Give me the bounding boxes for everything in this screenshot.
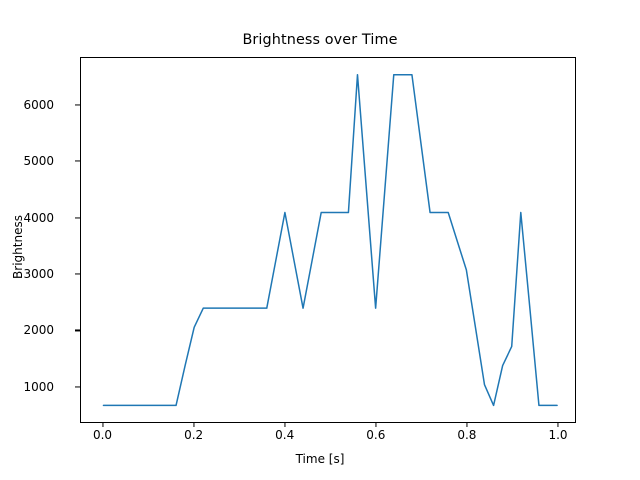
- y-tick-mark: [75, 160, 80, 162]
- chart-title: Brightness over Time: [242, 32, 398, 48]
- x-tick-label: 0.2: [184, 428, 204, 442]
- plot-area: [80, 57, 576, 423]
- y-tick-label: 6000: [23, 97, 54, 112]
- x-tick-label: 0.8: [457, 428, 477, 442]
- x-axis-label: Time [s]: [295, 452, 345, 466]
- x-tick-mark: [193, 422, 195, 427]
- data-line-series: [81, 58, 575, 422]
- x-tick-label: 0.4: [275, 428, 295, 442]
- x-tick-mark: [466, 422, 468, 427]
- y-tick-mark: [75, 217, 80, 219]
- y-tick-label: 5000: [23, 154, 54, 169]
- x-tick-mark: [375, 422, 377, 427]
- x-tick-mark: [101, 422, 104, 427]
- x-tick-label: 0.0: [92, 428, 113, 442]
- y-tick-mark: [75, 273, 80, 275]
- y-axis-label: Brightness: [11, 215, 25, 279]
- y-tick-mark: [75, 104, 80, 106]
- y-tick-label: 1000: [23, 379, 54, 394]
- x-tick-label: 1.0: [548, 428, 568, 442]
- x-tick-mark: [557, 422, 559, 427]
- y-tick-mark: [75, 329, 80, 332]
- x-tick-label: 0.6: [366, 428, 386, 442]
- y-tick-label: 2000: [23, 323, 54, 338]
- y-tick-label: 3000: [23, 267, 54, 282]
- y-tick-mark: [75, 386, 80, 388]
- x-tick-mark: [284, 422, 286, 427]
- y-tick-label: 4000: [23, 210, 54, 225]
